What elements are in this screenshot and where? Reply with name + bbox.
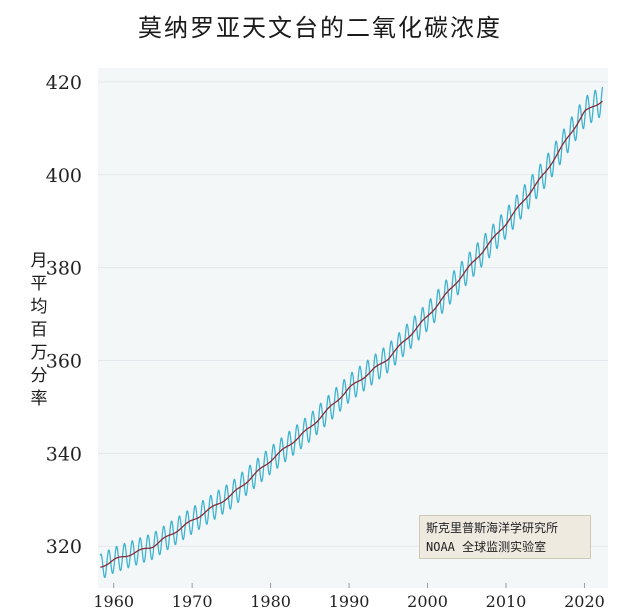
x-tick-label: 2000: [407, 592, 448, 611]
chart-title: 莫纳罗亚天文台的二氧化碳浓度: [138, 14, 502, 42]
plot-area: [98, 68, 608, 588]
x-tick-label: 1980: [250, 592, 291, 611]
source-credit: 斯克里普斯海洋学研究所 NOAA 全球监测实验室: [419, 515, 591, 559]
axis-ticks: 320 340 360 380 400 420 1960 1970 1980 1990 2000 20…: [46, 72, 605, 611]
x-tick-label: 1970: [172, 592, 213, 611]
x-tick-label: 2010: [486, 592, 527, 611]
y-tick-label: 420: [46, 72, 82, 94]
series-trend-line: [100, 100, 603, 568]
y-tick-label: 320: [46, 536, 82, 558]
x-tick-label: 1960: [93, 592, 134, 611]
y-axis-label: 月平均百万分率: [30, 251, 48, 409]
y-tick-label: 400: [46, 165, 82, 187]
x-tick-label: 2020: [564, 592, 605, 611]
series-monthly-line: [99, 86, 604, 579]
x-tick-label: 1990: [329, 592, 370, 611]
series: [99, 86, 604, 579]
credit-line-1: 斯克里普斯海洋学研究所: [426, 521, 559, 535]
y-tick-label: 380: [46, 258, 82, 280]
credit-line-2: NOAA 全球监测实验室: [426, 540, 547, 554]
y-tick-label: 340: [46, 443, 82, 465]
y-tick-label: 360: [46, 351, 82, 373]
grid: [98, 81, 608, 547]
